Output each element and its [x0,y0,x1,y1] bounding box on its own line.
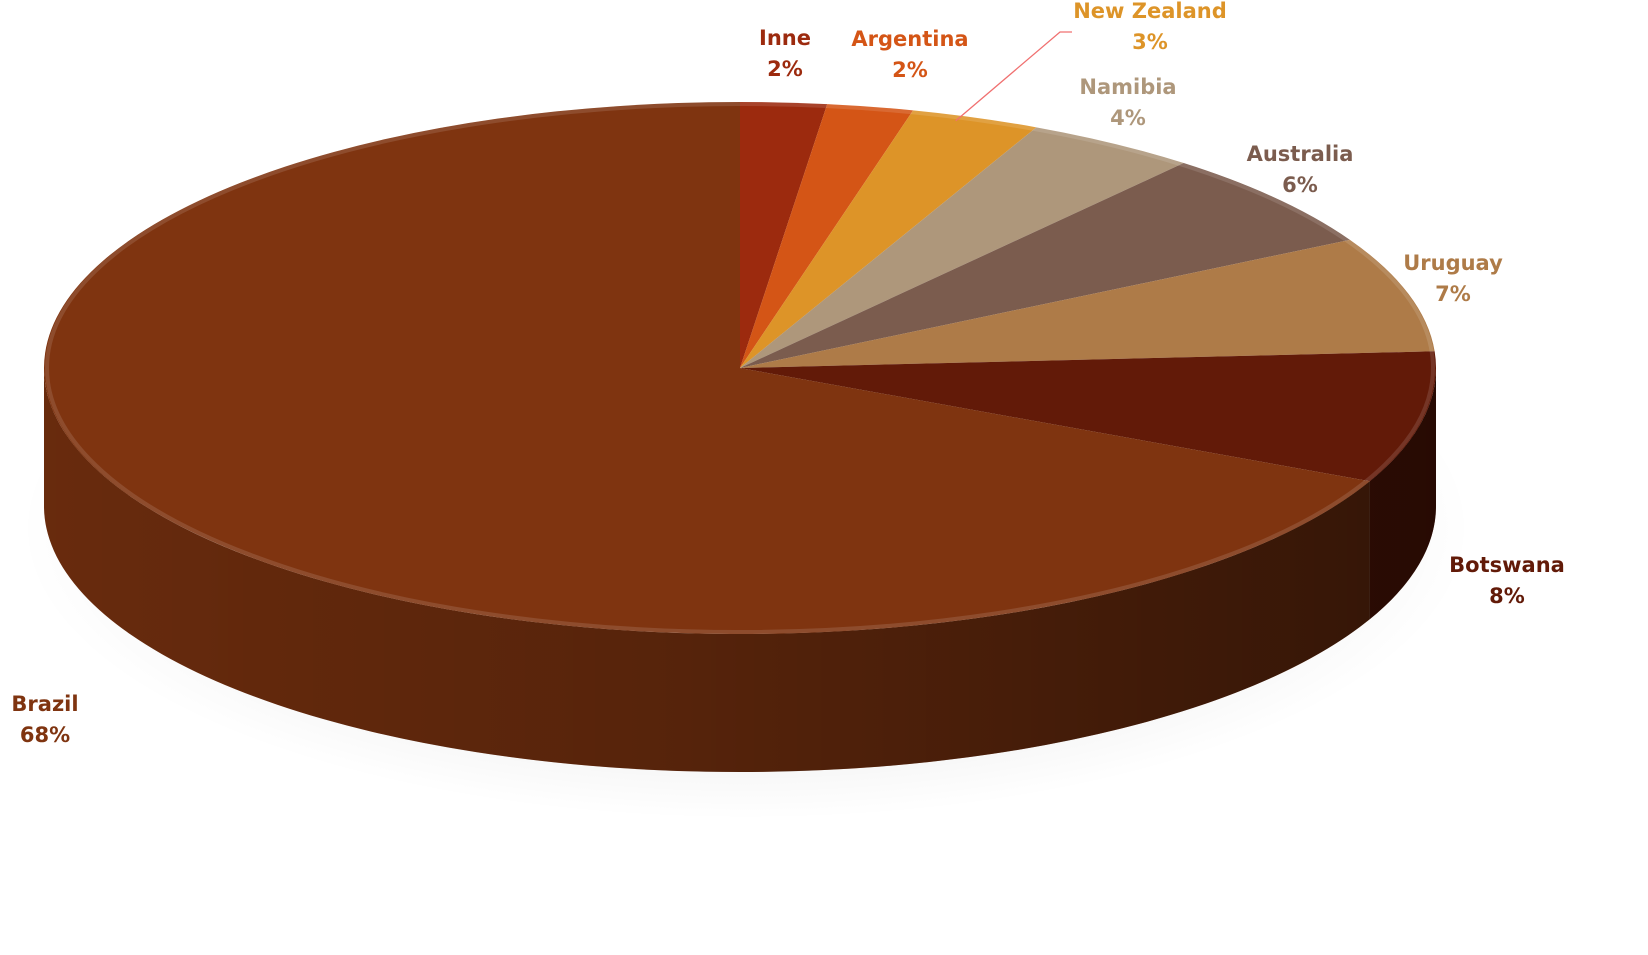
data-label-new-zealand: New Zealand 3% [1073,0,1227,54]
data-label-name: New Zealand [1073,0,1227,23]
data-label-value: 8% [1489,584,1525,608]
data-label-name: Australia [1247,142,1354,166]
data-label-argentina: Argentina 2% [851,27,968,82]
pie-top [44,102,1437,634]
data-label-name: Uruguay [1403,251,1503,275]
pie-side-shading [44,368,1436,772]
pie-slice-inne [740,102,828,368]
data-label-botswana: Botswana 8% [1449,553,1565,608]
leader-line-new-zealand [955,31,1072,122]
pie-sides [44,368,1436,773]
pie-slice-botswana [740,351,1437,482]
data-label-value: 6% [1282,173,1318,197]
pie-slice-new-zealand [740,110,1037,369]
pie-slice-namibia [740,127,1184,368]
data-label-value: 2% [892,58,928,82]
data-label-value: 2% [767,57,803,81]
data-labels: Inne 2% Argentina 2% New Zealand 3% Namibia 4% A… [11,0,1564,747]
data-label-name: Inne [759,26,811,50]
data-label-name: Namibia [1079,75,1176,99]
data-label-value: 7% [1435,282,1471,306]
leader-lines [955,31,1072,122]
data-label-uruguay: Uruguay 7% [1403,251,1503,306]
data-label-name: Argentina [851,27,968,51]
pie-slice-argentina [740,104,914,368]
pie-slice-brazil [44,102,1370,634]
data-label-brazil: Brazil 68% [11,692,78,747]
data-label-name: Brazil [11,692,78,716]
pie-slice-uruguay [740,239,1435,368]
data-label-name: Botswana [1449,553,1565,577]
data-label-value: 68% [20,723,70,747]
data-label-value: 4% [1110,106,1146,130]
pie-slice-australia [740,163,1350,368]
pie-rim-highlight [45,102,1435,634]
data-label-australia: Australia 6% [1247,142,1354,197]
data-label-namibia: Namibia 4% [1079,75,1176,130]
data-label-inne: Inne 2% [759,26,811,81]
data-label-value: 3% [1132,30,1168,54]
